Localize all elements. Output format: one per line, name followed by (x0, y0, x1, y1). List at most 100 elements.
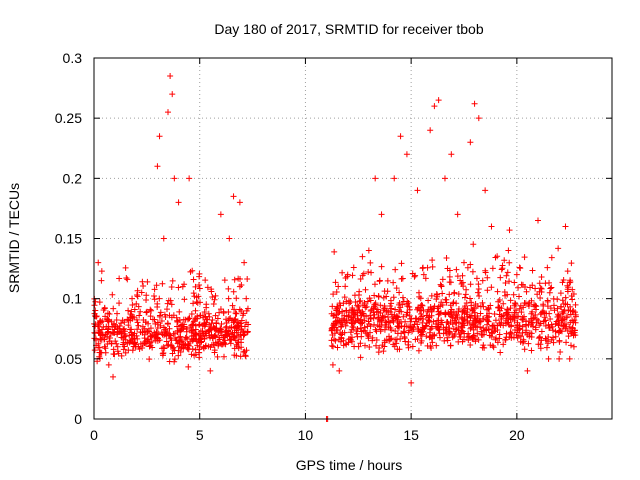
data-point (196, 285, 203, 292)
data-point (479, 277, 486, 284)
data-point (451, 289, 458, 296)
data-point (376, 278, 383, 285)
data-point (223, 320, 230, 327)
data-point (241, 323, 248, 330)
data-point (387, 302, 394, 309)
data-point (196, 330, 203, 337)
data-point (560, 315, 567, 322)
data-point (335, 283, 342, 290)
data-point (231, 306, 238, 313)
data-point (447, 342, 454, 349)
data-point (354, 333, 361, 340)
data-point (437, 334, 444, 341)
data-point (358, 328, 365, 335)
data-point (451, 333, 458, 340)
data-point (537, 341, 544, 348)
data-point (105, 361, 112, 368)
data-point (442, 296, 449, 303)
data-point (349, 320, 356, 327)
data-point (354, 312, 361, 319)
data-point (477, 323, 484, 330)
data-point (450, 325, 457, 332)
data-point (159, 280, 166, 287)
data-point (134, 326, 141, 333)
data-point (510, 291, 517, 298)
data-point (190, 318, 197, 325)
data-point (505, 247, 512, 254)
data-point (189, 346, 196, 353)
data-point (400, 328, 407, 335)
data-point (339, 308, 346, 315)
data-point (102, 349, 109, 356)
data-point (152, 331, 159, 338)
data-point (108, 340, 115, 347)
data-point (395, 324, 402, 331)
data-point (190, 276, 197, 283)
data-point (348, 317, 355, 324)
data-point (488, 223, 495, 230)
data-point (236, 199, 243, 206)
data-point (422, 323, 429, 330)
y-tick-label: 0.3 (63, 50, 83, 66)
data-point (362, 304, 369, 311)
data-point (406, 306, 413, 313)
data-point (459, 338, 466, 345)
data-point (99, 318, 106, 325)
data-point (343, 307, 350, 314)
data-point (244, 329, 251, 336)
y-tick-label: 0 (74, 411, 82, 427)
data-point (516, 305, 523, 312)
data-point (469, 307, 476, 314)
data-point (175, 199, 182, 206)
data-point (202, 313, 209, 320)
data-point (511, 279, 518, 286)
data-point (557, 313, 564, 320)
data-point (495, 298, 502, 305)
x-tick-label: 20 (509, 427, 525, 443)
data-point (375, 314, 382, 321)
data-point (437, 281, 444, 288)
data-point (564, 313, 571, 320)
data-point (143, 328, 150, 335)
data-point (362, 342, 369, 349)
data-point (189, 337, 196, 344)
data-point (120, 346, 127, 353)
data-point (454, 211, 461, 218)
data-point (422, 275, 429, 282)
data-point (439, 290, 446, 297)
data-point (530, 315, 537, 322)
data-point (556, 328, 563, 335)
data-point (164, 320, 171, 327)
data-point (207, 323, 214, 330)
data-point (243, 295, 250, 302)
x-tick-label: 10 (298, 427, 314, 443)
data-point (471, 100, 478, 107)
data-point (213, 325, 220, 332)
data-point (391, 343, 398, 350)
data-point (518, 309, 525, 316)
grid (94, 58, 612, 419)
data-point (446, 279, 453, 286)
data-point (568, 260, 575, 267)
data-point (559, 297, 566, 304)
data-point (371, 321, 378, 328)
data-point (95, 329, 102, 336)
data-point (533, 319, 540, 326)
data-point (519, 315, 526, 322)
data-point (331, 312, 338, 319)
data-point (203, 316, 210, 323)
data-point (484, 274, 491, 281)
data-point (562, 294, 569, 301)
data-point (221, 277, 228, 284)
data-point (104, 316, 111, 323)
data-point (197, 339, 204, 346)
data-point (114, 331, 121, 338)
data-point (332, 318, 339, 325)
data-point (115, 350, 122, 357)
data-point (231, 352, 238, 359)
data-point (113, 317, 120, 324)
data-point (138, 289, 145, 296)
data-point (403, 311, 410, 318)
data-point (333, 307, 340, 314)
data-point (569, 296, 576, 303)
